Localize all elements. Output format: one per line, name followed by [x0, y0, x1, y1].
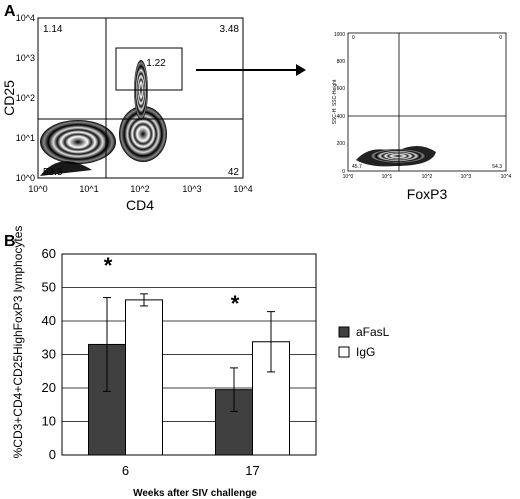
- y-tick: 0: [342, 169, 345, 175]
- bar-igg: [125, 299, 163, 456]
- bar-xlabel: Weeks after SIV challenge: [133, 488, 257, 499]
- population-edge: [40, 161, 92, 176]
- plot2-ylabel: SSC-H: SSC-Height: [332, 79, 338, 124]
- plot1-y-ticks: 10^0 10^1 10^2 10^3 10^4: [16, 13, 35, 183]
- q-bottom-left: 53.3: [43, 167, 63, 178]
- y-tick: 10^2: [16, 93, 35, 103]
- x-tick-label: 17: [245, 463, 259, 478]
- foxp3-ssc-plot: 0 0 45.7 54.3 10^0 10^1 10^2 10^3 10^4 0…: [332, 32, 512, 202]
- bar-plot-frame: [61, 253, 317, 456]
- y-tick: 10^0: [16, 173, 35, 183]
- x-tick: 10^2: [130, 184, 149, 194]
- bar-x-ticks: 6 17: [122, 463, 260, 478]
- bar-afasl: [88, 343, 126, 456]
- y-tick: 10^3: [16, 53, 35, 63]
- bar-series: [88, 293, 290, 456]
- cd4-negative-population: [40, 120, 116, 164]
- q2-top-left: 0: [352, 35, 355, 41]
- x-tick: 10^1: [79, 184, 98, 194]
- legend-label: aFasL: [356, 325, 390, 339]
- y-tick: 1000: [334, 32, 345, 38]
- y-tick-label: 40: [42, 313, 56, 328]
- y-tick: 600: [337, 86, 346, 92]
- y-tick-label: 10: [42, 414, 56, 429]
- legend-swatch: [338, 326, 350, 338]
- gate-arrow: [196, 64, 306, 76]
- q2-bottom-right: 54.3: [492, 164, 502, 170]
- bar-legend: aFasL IgG: [338, 325, 390, 359]
- significance-star: *: [104, 253, 113, 278]
- plot2-xlabel: FoxP3: [407, 186, 448, 202]
- q2-bottom-left: 45.7: [352, 164, 362, 170]
- q-top-left: 1.14: [43, 24, 63, 35]
- x-tick: 10^4: [501, 174, 512, 180]
- legend-swatch: [338, 346, 350, 358]
- q-top-right: 3.48: [220, 24, 240, 35]
- x-tick: 10^4: [233, 184, 252, 194]
- y-tick-label: 60: [42, 246, 56, 261]
- y-tick-label: 20: [42, 380, 56, 395]
- y-tick: 800: [337, 59, 346, 65]
- y-tick: 10^4: [16, 13, 35, 23]
- bar-ylabel: %CD3+CD4+CD25HighFoxP3 lymphocytes: [11, 226, 25, 459]
- legend-label: IgG: [356, 345, 375, 359]
- plot1-xlabel: CD4: [126, 197, 154, 213]
- bar-y-ticks: 0 10 20 30 40 50 60: [42, 246, 56, 462]
- y-tick-label: 50: [42, 280, 56, 295]
- plot2-y-ticks: 0 200 400 600 800 1000: [334, 32, 345, 175]
- y-tick: 200: [337, 141, 346, 147]
- cd4-positive-population: [119, 106, 167, 162]
- plot1-x-ticks: 10^0 10^1 10^2 10^3 10^4: [28, 184, 252, 194]
- plot1-populations: [40, 60, 167, 176]
- x-tick: 10^1: [382, 174, 393, 180]
- gate-value: 1.22: [146, 58, 166, 69]
- significance-markers: **: [104, 253, 240, 316]
- plot2-x-ticks: 10^0 10^1 10^2 10^3 10^4: [343, 174, 512, 180]
- panel-b-label: B: [4, 233, 16, 250]
- panel-a-label: A: [4, 3, 16, 20]
- plot2-population: [356, 146, 436, 167]
- x-tick: 10^0: [28, 184, 47, 194]
- cd4-cd25-plot: 1.22 1.14 3.48 53.3 42 10^0 10^1 10^2 10…: [1, 13, 253, 213]
- x-tick: 10^3: [461, 174, 472, 180]
- y-tick: 400: [337, 114, 346, 120]
- x-tick: 10^3: [182, 184, 201, 194]
- y-tick-label: 30: [42, 347, 56, 362]
- significance-star: *: [231, 291, 240, 316]
- q-bottom-right: 42: [228, 167, 240, 178]
- x-tick: 10^0: [343, 174, 354, 180]
- q2-top-right: 0: [499, 35, 502, 41]
- plot1-ylabel: CD25: [1, 80, 17, 116]
- foxp3-population-core: [370, 149, 426, 163]
- cd25-high-gate: [115, 47, 183, 91]
- x-tick: 10^2: [422, 174, 433, 180]
- y-tick-label: 0: [49, 447, 56, 462]
- x-tick-label: 6: [122, 463, 129, 478]
- y-tick: 10^1: [16, 133, 35, 143]
